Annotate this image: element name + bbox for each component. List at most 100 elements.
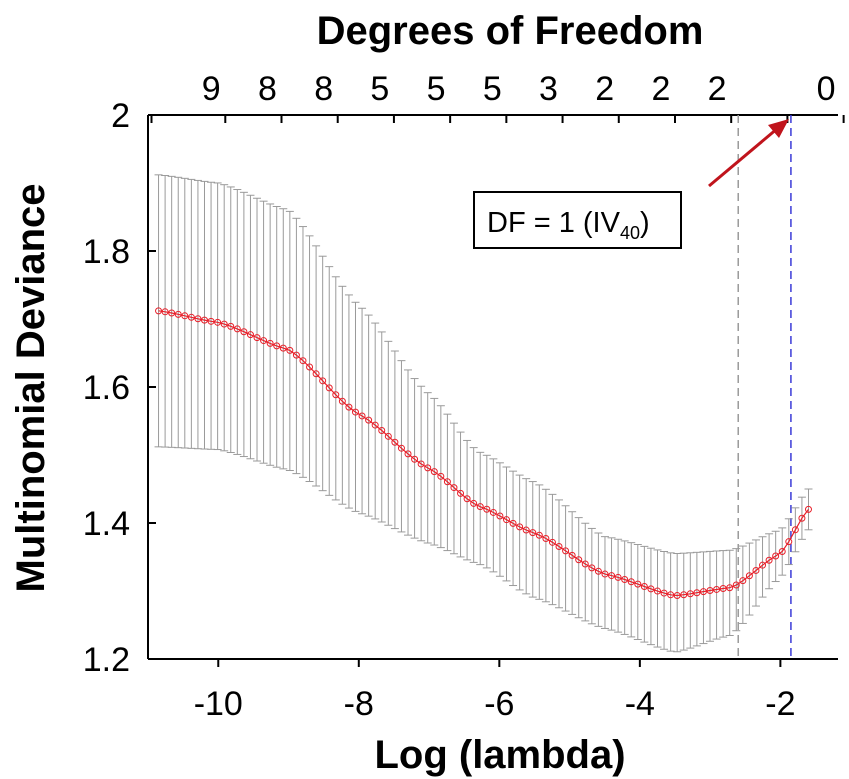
data-point <box>489 508 497 516</box>
data-point <box>260 337 268 345</box>
data-point <box>312 370 320 378</box>
y-tick-label: 1.6 <box>83 369 130 407</box>
top-tick-label: 5 <box>427 70 446 108</box>
data-point <box>430 468 438 476</box>
data-point <box>713 585 721 593</box>
data-point <box>286 346 294 354</box>
data-point <box>332 391 340 399</box>
data-point <box>371 421 379 429</box>
top-tick-label: 8 <box>258 70 277 108</box>
data-point <box>627 578 635 586</box>
data-point <box>200 316 208 324</box>
top-tick-label: 0 <box>817 70 836 108</box>
data-point <box>325 384 333 392</box>
data-point <box>240 328 248 336</box>
annotation-text: DF = 1 (IV40) <box>487 207 650 243</box>
annotation-arrow-shaft <box>708 126 779 188</box>
data-point <box>450 484 458 492</box>
data-point <box>752 566 760 574</box>
data-point <box>555 542 563 550</box>
data-point <box>253 334 261 342</box>
data-point <box>155 307 163 315</box>
top-tick-label: 2 <box>651 70 670 108</box>
mean-deviance-line <box>158 310 809 597</box>
top-tick-label: 5 <box>370 70 389 108</box>
data-point <box>732 581 740 589</box>
data-point <box>417 460 425 468</box>
data-point <box>174 310 182 318</box>
data-point <box>470 499 478 507</box>
y-axis-label: Multinomial Deviance <box>9 184 53 593</box>
annotation-arrow-head <box>768 119 789 138</box>
data-points <box>155 307 812 600</box>
y-tick-label: 2 <box>111 97 130 135</box>
data-point <box>647 585 655 593</box>
x-axis-label: Log (lambda) <box>374 733 625 777</box>
top-tick-label: 5 <box>483 70 502 108</box>
data-point <box>424 464 432 472</box>
data-point <box>292 351 300 359</box>
top-tick-label: 8 <box>314 70 333 108</box>
data-point <box>443 478 451 486</box>
data-point <box>319 377 327 385</box>
data-point <box>594 567 602 575</box>
top-tick-label: 9 <box>202 70 221 108</box>
data-point <box>411 455 419 463</box>
x-tick-label: -4 <box>625 685 655 723</box>
data-point <box>358 412 366 420</box>
data-point <box>804 505 812 513</box>
data-point <box>673 592 681 600</box>
data-point <box>608 572 616 580</box>
data-point <box>575 556 583 564</box>
data-point <box>759 561 767 569</box>
y-tick-label: 1.4 <box>83 505 130 543</box>
data-point <box>634 580 642 588</box>
data-point <box>214 318 222 326</box>
data-point <box>719 585 727 593</box>
data-point <box>581 560 589 568</box>
data-point <box>246 331 254 339</box>
y-tick-label: 1.2 <box>83 641 130 679</box>
data-point <box>667 591 675 599</box>
data-point <box>457 489 465 497</box>
data-point <box>338 397 346 405</box>
data-point <box>273 342 281 350</box>
data-point <box>791 526 799 534</box>
data-point <box>772 552 780 560</box>
error-bars <box>154 174 813 653</box>
data-point <box>351 408 359 416</box>
data-point <box>502 516 510 524</box>
data-point <box>378 427 386 435</box>
data-point <box>207 317 215 325</box>
data-point <box>548 538 556 546</box>
data-point <box>778 548 786 556</box>
data-point <box>496 512 504 520</box>
data-point <box>187 313 195 321</box>
x-axis-ticks: -10 -8 -6 -4 -2 <box>194 659 796 723</box>
data-point <box>601 570 609 578</box>
top-tick-label: 2 <box>708 70 727 108</box>
data-point <box>279 344 287 352</box>
data-point <box>306 363 314 371</box>
top-tick-label: 3 <box>539 70 558 108</box>
data-point <box>227 322 235 330</box>
data-point <box>706 587 714 595</box>
data-point <box>345 403 353 411</box>
data-point <box>693 589 701 597</box>
data-point <box>726 584 734 592</box>
data-point <box>653 587 661 595</box>
data-point <box>476 503 484 511</box>
data-point <box>614 573 622 581</box>
data-point <box>463 495 471 503</box>
data-point <box>660 589 668 597</box>
x-tick-label: -10 <box>194 685 243 723</box>
x-tick-label: -6 <box>484 685 514 723</box>
data-point <box>765 556 773 564</box>
data-point <box>365 416 373 424</box>
data-point <box>233 325 241 333</box>
data-point <box>562 547 570 555</box>
data-point <box>384 432 392 440</box>
data-point <box>483 505 491 513</box>
y-tick-label: 1.8 <box>83 233 130 271</box>
